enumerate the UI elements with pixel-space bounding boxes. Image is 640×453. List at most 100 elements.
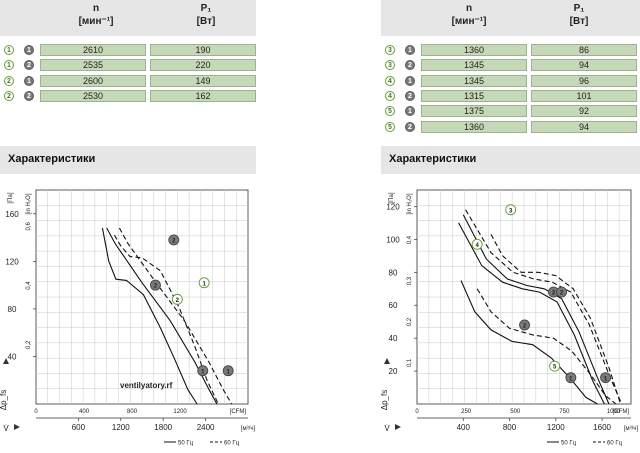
y-axis-unit-pa: [Па] — [389, 192, 395, 203]
series-line-1-solid — [106, 227, 218, 405]
marker-circle — [549, 360, 561, 372]
curve-marker-1: 1 — [197, 365, 209, 377]
y-tick-label: 40 — [8, 352, 17, 361]
curve-id-badge: 2 — [4, 90, 14, 101]
power-cell: 94 — [531, 120, 637, 133]
power-cell: 220 — [150, 59, 256, 72]
marker-label: 5 — [553, 365, 557, 371]
table-row: 4 2 1315 101 — [381, 89, 637, 102]
curve-marker-2: 2 — [171, 293, 183, 305]
watermark-text: ventilyatory.rf — [120, 381, 173, 390]
cfm-tick-label: 1000 — [607, 409, 621, 415]
table-row: 1 2 2535 220 — [0, 59, 256, 72]
table-row: 5 2 1360 94 — [381, 120, 637, 133]
speed-cell: 1360 — [421, 44, 527, 56]
speed-cell: 2610 — [40, 44, 146, 56]
curve-marker-2: 2 — [149, 279, 161, 291]
power-cell: 190 — [150, 44, 256, 56]
mode-id-badge: 2 — [405, 121, 415, 132]
y2-tick-label: 0,4 — [407, 235, 413, 244]
y-tick-label: 160 — [5, 210, 19, 219]
legend-label: 60 Гц — [224, 441, 240, 447]
marker-circle — [556, 286, 568, 298]
series-line-3-dashed — [465, 209, 623, 405]
mode-id-badge: 2 — [405, 90, 415, 101]
speed-cell: 2530 — [40, 89, 146, 102]
marker-label: 1 — [203, 281, 207, 287]
marker-circle — [600, 372, 612, 384]
marker-circle — [471, 238, 483, 250]
legend-label: 50 Гц — [178, 441, 194, 447]
table-left-col-n: n [мин⁻¹] — [36, 2, 156, 28]
marker-label: 2 — [552, 291, 556, 297]
curve-marker-1: 1 — [222, 365, 234, 377]
curve-marker-3: 3 — [505, 204, 517, 216]
x-axis-unit-m3h: [м³/ч] — [624, 426, 639, 432]
series-line-5-dashed — [476, 288, 617, 405]
marker-label: 2 — [523, 324, 527, 330]
col-p-unit: [Вт] — [569, 16, 589, 27]
cfm-tick-label: 750 — [559, 409, 570, 415]
x-tick-label: 1800 — [154, 423, 172, 432]
power-cell: 92 — [531, 105, 637, 118]
y-axis-unit-pa: [Па] — [8, 192, 14, 203]
mode-id-badge: 1 — [24, 75, 34, 86]
marker-label: 2 — [176, 298, 180, 304]
series-line-3-solid — [462, 214, 610, 405]
y2-tick-label: 0,2 — [26, 340, 32, 349]
y-axis-arrow-icon — [3, 358, 9, 364]
y-axis-symbol: Δp_fs — [0, 390, 8, 410]
curve-marker-1: 1 — [600, 372, 612, 384]
y-tick-label: 120 — [386, 202, 400, 211]
y-tick-label: 40 — [389, 334, 398, 343]
table-right-header: n [мин⁻¹] P₁ [Вт] — [381, 0, 640, 36]
table-row: 1 1 2610 190 — [0, 44, 256, 56]
cfm-tick-label: 400 — [79, 409, 90, 415]
marker-label: 1 — [227, 369, 231, 375]
table-row: 3 2 1345 94 — [381, 59, 637, 72]
table-right-col-p: P₁ [Вт] — [519, 2, 639, 28]
curve-id-badge: 5 — [385, 121, 395, 132]
y-axis-unit-inh2o: [in H₂O] — [407, 193, 413, 214]
table-left-header: n [мин⁻¹] P₁ [Вт] — [0, 0, 256, 36]
col-p-unit: [Вт] — [196, 16, 216, 27]
curve-id-badge: 4 — [385, 75, 395, 86]
x-axis-arrow-icon — [395, 424, 401, 430]
table-row: 3 1 1360 86 — [381, 44, 637, 56]
marker-circle — [222, 365, 234, 377]
cfm-tick-label: 800 — [127, 409, 138, 415]
y-tick-label: 80 — [8, 305, 17, 314]
marker-circle — [565, 372, 577, 384]
speed-cell: 1315 — [421, 89, 527, 102]
curve-marker-1: 1 — [198, 277, 210, 289]
section-header-left: Характеристики — [0, 146, 256, 174]
x-tick-label: 1600 — [593, 423, 611, 432]
power-cell: 96 — [531, 74, 637, 87]
mode-id-badge: 1 — [405, 75, 415, 86]
section-header-right: Характеристики — [381, 146, 640, 174]
x-tick-label: 2400 — [197, 423, 215, 432]
marker-label: 2 — [154, 284, 158, 290]
marker-circle — [198, 277, 210, 289]
speed-cell: 2600 — [40, 74, 146, 87]
speed-cell: 2535 — [40, 59, 146, 72]
x-tick-label: 1200 — [547, 423, 565, 432]
marker-label: 3 — [509, 208, 513, 214]
table-row: 2 1 2600 149 — [0, 74, 256, 87]
legend-label: 60 Гц — [607, 441, 623, 447]
mode-id-badge: 2 — [24, 60, 34, 71]
cfm-tick-label: 1200 — [173, 409, 187, 415]
marker-label: 1 — [201, 369, 205, 375]
marker-label: 2 — [172, 239, 176, 245]
y-axis-symbol: Δp_fs — [380, 390, 389, 410]
section-title-left: Характеристики — [8, 153, 96, 165]
curve-marker-2: 2 — [556, 286, 568, 298]
marker-circle — [171, 293, 183, 305]
series-line-5-solid — [460, 280, 598, 405]
section-title-right: Характеристики — [389, 153, 477, 165]
mode-id-badge: 1 — [24, 45, 34, 55]
col-n-unit: [мин⁻¹] — [451, 16, 487, 27]
marker-label: 1 — [604, 376, 608, 382]
